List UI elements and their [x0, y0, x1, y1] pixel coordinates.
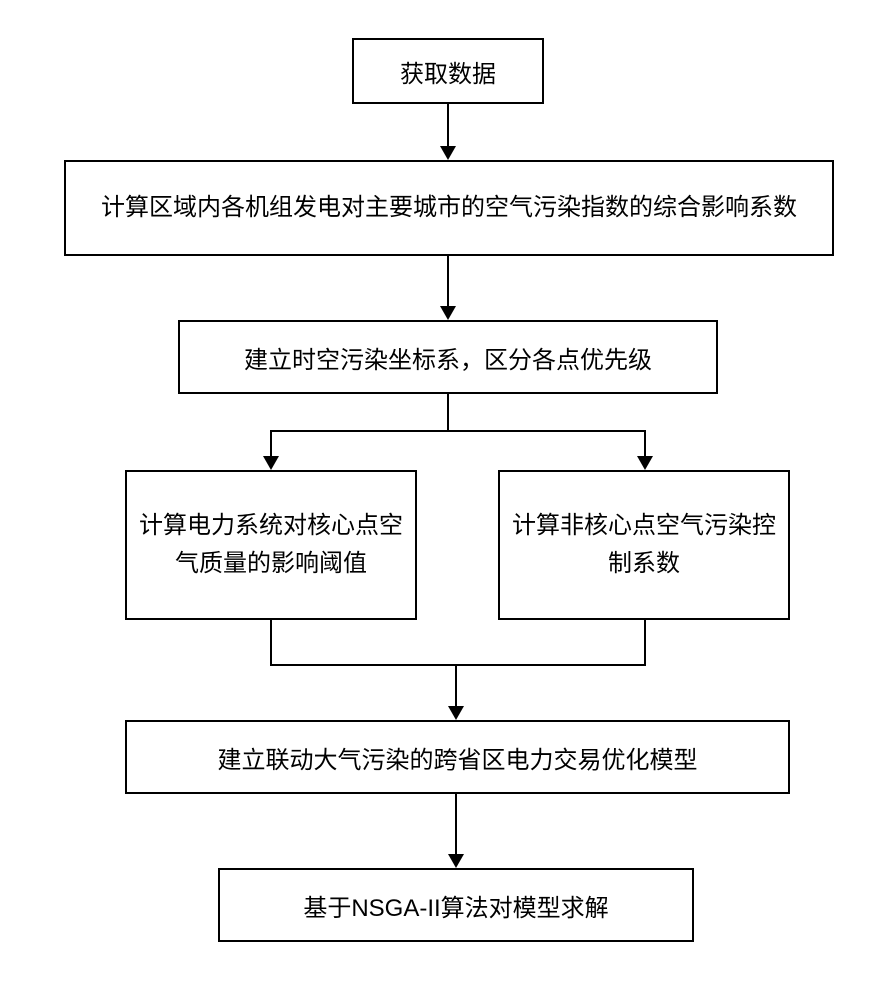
edge-merge-6-stub — [455, 664, 457, 706]
edge-1-2-head — [440, 146, 456, 160]
node-label: 建立时空污染坐标系，区分各点优先级 — [244, 340, 652, 375]
edge-6-7-line — [455, 794, 457, 854]
edge-5-merge-drop — [644, 620, 646, 664]
node-acquire-data: 获取数据 — [352, 38, 544, 104]
edge-6-7-head — [448, 854, 464, 868]
edge-3-5-drop — [644, 430, 646, 456]
node-optimization-model: 建立联动大气污染的跨省区电力交易优化模型 — [125, 720, 790, 794]
edge-4-merge-drop — [270, 620, 272, 664]
flowchart-canvas: 获取数据 计算区域内各机组发电对主要城市的空气污染指数的综合影响系数 建立时空污… — [0, 0, 885, 1000]
edge-3-4-drop — [270, 430, 272, 456]
edge-1-2-line — [447, 104, 449, 146]
edge-3-branch-stub — [447, 394, 449, 430]
edge-3-4-head — [263, 456, 279, 470]
node-label: 计算电力系统对核心点空气质量的影响阈值 — [139, 507, 403, 584]
node-core-threshold: 计算电力系统对核心点空气质量的影响阈值 — [125, 470, 417, 620]
node-label: 基于NSGA-II算法对模型求解 — [303, 888, 608, 923]
node-noncore-coeff: 计算非核心点空气污染控制系数 — [498, 470, 790, 620]
edge-3-branch-horiz — [270, 430, 646, 432]
edge-2-3-head — [440, 306, 456, 320]
node-label: 建立联动大气污染的跨省区电力交易优化模型 — [218, 740, 698, 775]
edge-merge-horiz — [270, 664, 646, 666]
node-coord-system: 建立时空污染坐标系，区分各点优先级 — [178, 320, 718, 394]
node-label: 计算区域内各机组发电对主要城市的空气污染指数的综合影响系数 — [101, 190, 797, 226]
edge-merge-6-head — [448, 706, 464, 720]
node-label: 获取数据 — [400, 54, 496, 89]
node-nsga-solve: 基于NSGA-II算法对模型求解 — [218, 868, 694, 942]
edge-2-3-line — [447, 256, 449, 306]
node-label: 计算非核心点空气污染控制系数 — [512, 507, 776, 584]
node-calc-influence-coeff: 计算区域内各机组发电对主要城市的空气污染指数的综合影响系数 — [64, 160, 834, 256]
edge-3-5-head — [637, 456, 653, 470]
